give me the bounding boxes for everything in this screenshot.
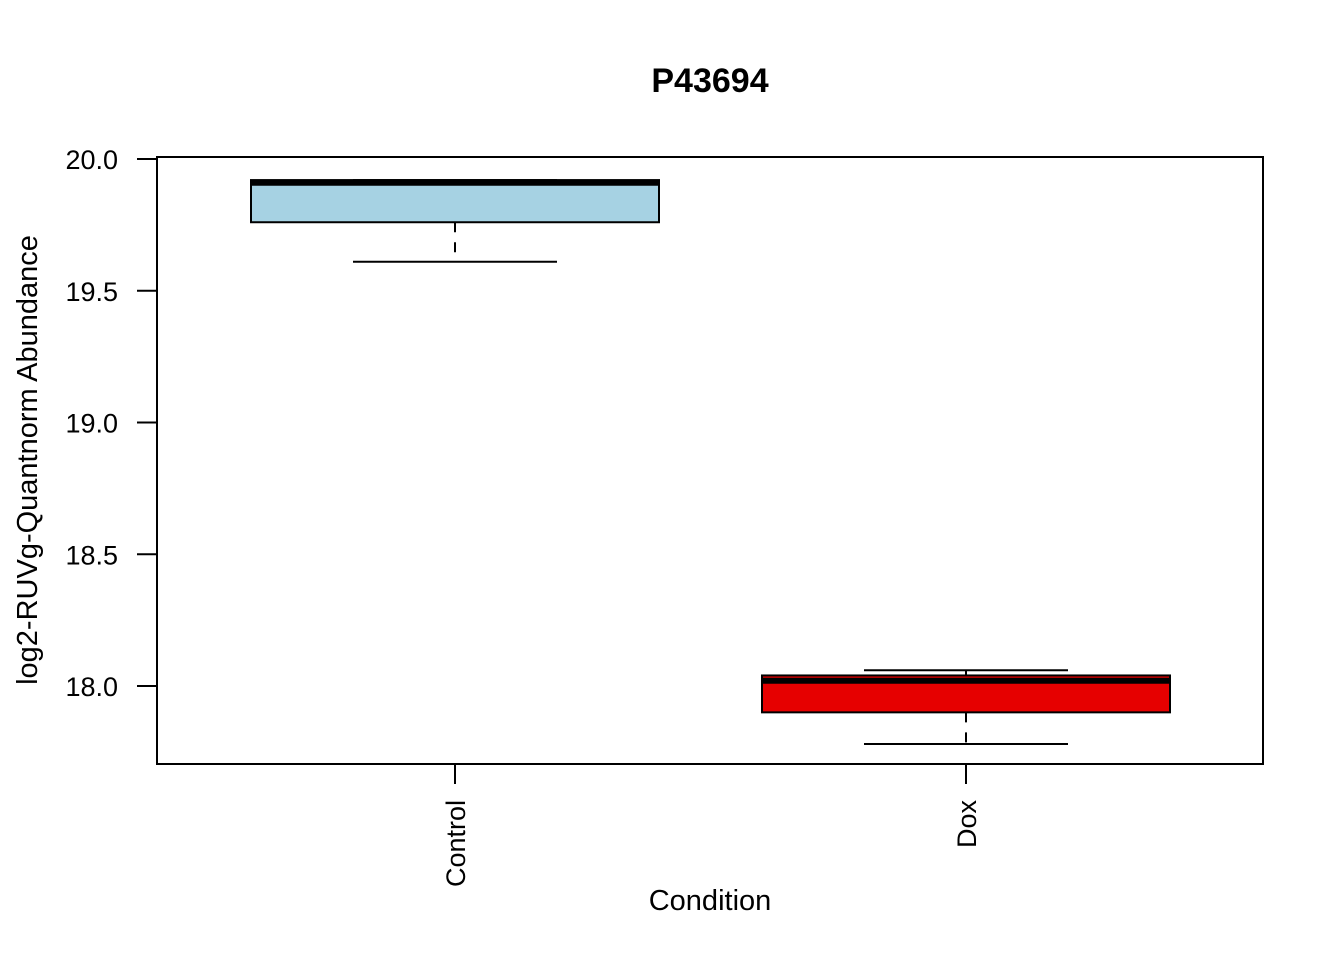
plot-frame (156, 156, 1264, 765)
y-tick-label: 19.0 (65, 409, 118, 439)
x-tick-label: Control (441, 800, 471, 887)
y-axis: 18.0 18.5 19.0 19.5 20.0 (65, 145, 158, 702)
y-tick-label: 19.5 (65, 277, 118, 307)
box-body (250, 179, 660, 224)
y-axis-label: log2-RUVg-Quantnorm Abundance (12, 235, 44, 685)
x-axis-label: Condition (649, 885, 772, 917)
chart-title: P43694 (651, 62, 768, 100)
boxes (250, 179, 1171, 745)
y-tick-label: 18.0 (65, 672, 118, 702)
x-axis: Control Dox (441, 764, 982, 887)
y-tick-label: 20.0 (65, 145, 118, 175)
box-dox (761, 669, 1171, 745)
box-control (250, 179, 660, 263)
x-tick-label: Dox (952, 800, 982, 849)
y-tick-label: 18.5 (65, 540, 118, 570)
